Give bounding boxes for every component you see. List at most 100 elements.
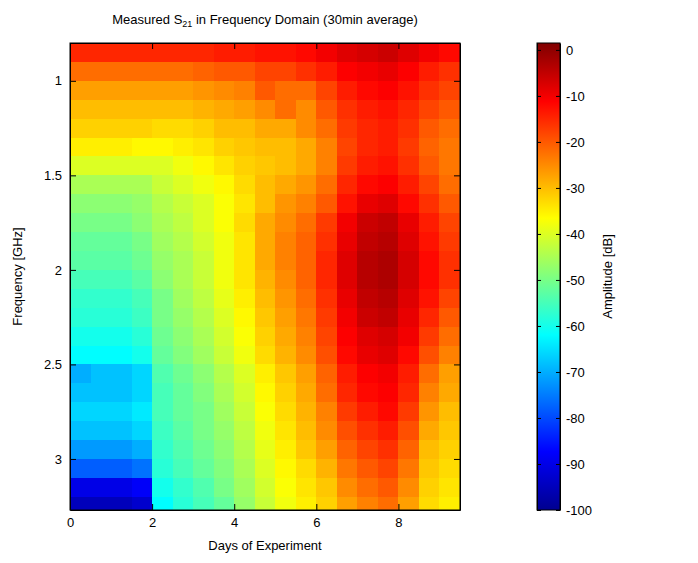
tick [152,43,153,49]
cell [357,327,378,346]
cell [275,346,296,365]
cell [152,62,173,81]
cell [275,421,296,440]
tick-mark [556,464,560,465]
cell [337,270,358,289]
cell [152,402,173,421]
cell [234,62,255,81]
cell [91,478,112,497]
tick [454,364,460,365]
tick-mark [454,364,460,365]
cell [316,232,337,251]
cell [132,270,153,289]
cell [439,43,460,62]
cell [111,402,132,421]
cell [234,156,255,175]
cell [357,138,378,157]
cell [111,289,132,308]
cell [255,346,276,365]
cell [234,478,255,497]
tick: -10 [556,89,585,104]
cell [111,497,132,510]
axis-line [71,510,461,511]
cell [152,43,173,62]
cell [214,478,235,497]
cell [173,364,194,383]
cell [275,175,296,194]
cell [357,100,378,119]
cell [152,213,173,232]
tick [454,81,460,82]
cell [398,402,419,421]
cell [419,138,440,157]
cell [70,383,91,402]
colorbar-axis: 0-10-20-30-40-50-60-70-80-90-100 [556,43,592,518]
cell [91,327,112,346]
cell [214,81,235,100]
xticks-axis [71,43,461,49]
cell [419,81,440,100]
cell [439,251,460,270]
cell [255,497,276,510]
cell [316,213,337,232]
cell [419,346,440,365]
cell [70,213,91,232]
cell [214,364,235,383]
cell [275,81,296,100]
cell [337,308,358,327]
tick [537,50,541,51]
cell [275,270,296,289]
cell [214,194,235,213]
cell [70,138,91,157]
cell [214,138,235,157]
cell [398,421,419,440]
tick-mark [70,459,76,460]
tick-mark [234,43,235,49]
cell [234,308,255,327]
tick-mark [556,142,560,143]
cell [152,81,173,100]
cell [91,156,112,175]
tick: -60 [556,319,585,334]
cell [337,327,358,346]
colorbar [537,43,560,510]
cell [419,213,440,232]
tick [234,43,235,49]
yticks-axis: 11.522.53 [44,44,76,511]
tick-mark [537,418,541,419]
cell [337,402,358,421]
cell [193,138,214,157]
cell [439,440,460,459]
cell [193,497,214,510]
cell [173,62,194,81]
cell [398,81,419,100]
cell [337,43,358,62]
cell [70,194,91,213]
cell [111,43,132,62]
cell [152,478,173,497]
cell [173,440,194,459]
cell [337,383,358,402]
cell [419,289,440,308]
tick-label: 0 [67,515,74,530]
cell [378,62,399,81]
cell [439,194,460,213]
cell [275,43,296,62]
cell [378,119,399,138]
cell [214,327,235,346]
cell [91,232,112,251]
cell [419,497,440,510]
tick: -100 [556,503,592,518]
xticks-axis: 02468 [67,504,461,530]
cell [111,62,132,81]
tick-mark [556,510,560,511]
cell [398,270,419,289]
cell [173,327,194,346]
cell [255,364,276,383]
tick-mark [537,280,541,281]
cell [70,119,91,138]
cell [132,440,153,459]
cell [357,62,378,81]
tick: -50 [556,273,585,288]
cell [419,327,440,346]
